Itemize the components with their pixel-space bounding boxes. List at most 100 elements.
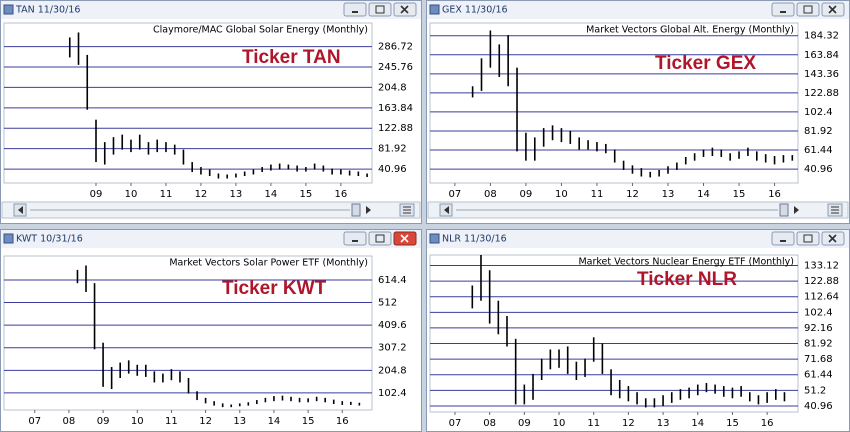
x-tick-label: 12: [195, 189, 208, 200]
x-tick-label: 13: [657, 418, 670, 429]
chart-window: NLR 11/30/16 40.96 51.2 61.44 71.68 81.92 92.1…: [426, 229, 850, 432]
window-title: GEX 11/30/16: [442, 5, 508, 16]
y-tick-label: 81.92: [804, 126, 833, 137]
annotation: Ticker GEX: [655, 53, 756, 74]
title-bar: [1, 230, 421, 248]
x-tick-label: 13: [233, 416, 246, 427]
close-glyph: [400, 5, 409, 14]
y-tick-label: 122.88: [804, 276, 839, 287]
y-tick-label: 51.2: [804, 385, 826, 396]
close-glyph: [400, 234, 409, 243]
y-tick-label: 163.84: [378, 103, 413, 114]
y-tick-label: 81.92: [378, 144, 407, 155]
x-tick-label: 14: [697, 189, 710, 200]
maximize-glyph: [803, 234, 813, 243]
window-title: KWT 10/31/16: [16, 234, 83, 245]
close-glyph: [828, 5, 837, 14]
maximize-glyph: [803, 5, 813, 14]
y-tick-label: 122.88: [804, 88, 839, 99]
x-tick-label: 16: [334, 189, 347, 200]
x-tick-label: 12: [622, 418, 635, 429]
y-tick-label: 133.12: [804, 260, 839, 271]
scroll-thumb[interactable]: [351, 203, 361, 217]
minimize-button[interactable]: [343, 2, 367, 17]
x-tick-label: 10: [553, 418, 566, 429]
y-tick-label: 204.8: [378, 82, 407, 93]
window-title: NLR 11/30/16: [442, 234, 507, 245]
window-icon: [3, 4, 14, 15]
scroll-left-glyph: [444, 206, 449, 214]
x-tick-label: 15: [726, 418, 739, 429]
y-tick-label: 102.4: [804, 107, 833, 118]
y-tick-label: 40.96: [804, 164, 833, 175]
y-tick-label: 102.4: [378, 388, 407, 399]
y-tick-label: 92.16: [804, 323, 833, 334]
x-tick-label: 07: [449, 418, 462, 429]
y-tick-label: 102.4: [804, 307, 833, 318]
minimize-button[interactable]: [343, 231, 367, 246]
y-tick-label: 112.64: [804, 292, 839, 303]
maximize-glyph: [375, 234, 385, 243]
x-tick-label: 11: [591, 189, 604, 200]
x-tick-label: 12: [199, 416, 212, 427]
y-tick-label: 204.8: [378, 365, 407, 376]
title-bar: [1, 1, 421, 19]
y-tick-label: 71.68: [804, 354, 833, 365]
y-tick-label: 81.92: [804, 339, 833, 350]
x-tick-label: 11: [165, 416, 178, 427]
window-icon: [429, 233, 440, 244]
chart-subtitle: Market Vectors Global Alt. Energy (Month…: [586, 25, 794, 36]
scroll-thumb[interactable]: [779, 203, 789, 217]
y-tick-label: 184.32: [804, 31, 839, 42]
title-bar: [427, 230, 849, 248]
x-tick-label: 15: [733, 189, 746, 200]
window-icon: [3, 233, 14, 244]
x-tick-label: 09: [90, 189, 103, 200]
minimize-button[interactable]: [771, 2, 795, 17]
chart-window: KWT 10/31/16 102.4 204.8 307.2 409.6 512 614.4…: [0, 229, 422, 432]
x-tick-label: 16: [761, 418, 774, 429]
y-tick-label: 61.44: [804, 145, 833, 156]
maximize-glyph: [375, 5, 385, 14]
annotation: Ticker NLR: [637, 269, 737, 290]
annotation: Ticker TAN: [242, 47, 341, 68]
x-tick-label: 08: [63, 416, 76, 427]
x-tick-label: 15: [302, 416, 315, 427]
maximize-button[interactable]: [368, 2, 392, 17]
x-tick-label: 13: [230, 189, 243, 200]
y-tick-label: 163.84: [804, 50, 839, 61]
chart-subtitle: Claymore/MAC Global Solar Energy (Monthl…: [153, 25, 368, 36]
chart-subtitle: Market Vectors Solar Power ETF (Monthly): [169, 258, 368, 269]
x-tick-label: 07: [448, 189, 461, 200]
x-tick-label: 09: [518, 418, 531, 429]
minimize-button[interactable]: [771, 231, 795, 246]
annotation: Ticker KWT: [222, 278, 327, 299]
title-bar: [427, 1, 849, 19]
maximize-button[interactable]: [796, 231, 820, 246]
plot-area: [429, 254, 799, 413]
x-tick-label: 11: [587, 418, 600, 429]
scroll-right-glyph: [794, 206, 799, 214]
menu-glyph: [403, 206, 411, 214]
x-tick-label: 08: [483, 418, 496, 429]
x-tick-label: 13: [662, 189, 675, 200]
maximize-button[interactable]: [796, 2, 820, 17]
y-tick-label: 307.2: [378, 343, 407, 354]
y-tick-label: 122.88: [378, 123, 413, 134]
y-tick-label: 614.4: [378, 275, 407, 286]
chart-window: TAN 11/30/16 40.96 81.92 122.88 163.84 204.8 2…: [0, 0, 422, 224]
scroll-right-glyph: [366, 206, 371, 214]
y-tick-label: 409.6: [378, 320, 407, 331]
chart-subtitle: Market Vectors Nuclear Energy ETF (Month…: [578, 257, 794, 268]
maximize-button[interactable]: [368, 231, 392, 246]
menu-glyph: [831, 206, 839, 214]
x-tick-label: 11: [160, 189, 173, 200]
x-tick-label: 14: [265, 189, 278, 200]
x-tick-label: 16: [336, 416, 349, 427]
x-tick-label: 16: [768, 189, 781, 200]
plot-area: [3, 22, 373, 184]
x-tick-label: 07: [28, 416, 41, 427]
y-tick-label: 61.44: [804, 370, 833, 381]
